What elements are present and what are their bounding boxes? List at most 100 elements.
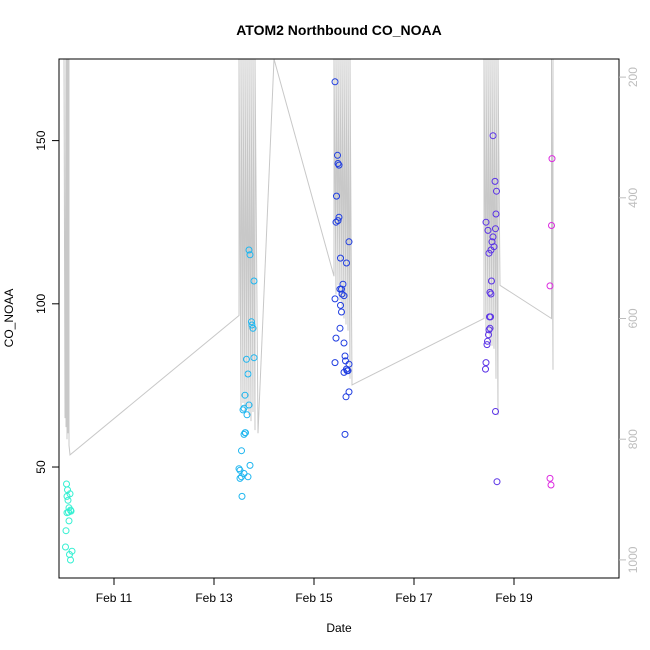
data-points-layer xyxy=(62,78,556,564)
data-point xyxy=(62,527,70,535)
data-point xyxy=(489,233,497,241)
data-point xyxy=(336,324,344,332)
data-point xyxy=(337,301,344,309)
data-point xyxy=(343,259,350,267)
y-tick-label: 100 xyxy=(34,293,48,313)
data-point xyxy=(334,217,342,225)
series-group-5 xyxy=(546,155,556,489)
y-right-tick-label: 1000 xyxy=(626,546,640,573)
data-point xyxy=(341,352,349,360)
data-point xyxy=(236,474,244,482)
x-axis: Feb 11 Feb 13 Feb 15 Feb 17 Feb 19 xyxy=(96,578,533,605)
data-point xyxy=(547,481,555,489)
data-point xyxy=(486,313,493,321)
data-point xyxy=(241,391,249,399)
data-point xyxy=(341,430,349,438)
data-point xyxy=(482,365,489,373)
x-tick-label: Feb 15 xyxy=(295,591,333,605)
data-point xyxy=(484,337,491,345)
data-point xyxy=(235,465,243,473)
data-point xyxy=(332,334,340,342)
data-point xyxy=(482,218,490,226)
data-point xyxy=(331,359,339,367)
data-point xyxy=(492,408,499,415)
x-tick-label: Feb 13 xyxy=(195,591,233,605)
data-point xyxy=(66,490,74,498)
data-point xyxy=(335,213,343,221)
data-point xyxy=(485,249,493,257)
data-point xyxy=(485,326,493,334)
data-point xyxy=(343,367,351,375)
data-point xyxy=(340,292,348,300)
data-point xyxy=(248,318,255,326)
data-point xyxy=(345,238,353,246)
data-point xyxy=(63,509,71,517)
y-tick-label: 150 xyxy=(34,130,48,150)
data-point xyxy=(345,388,353,396)
data-point xyxy=(487,290,495,298)
y-right-tick-label: 400 xyxy=(626,187,640,207)
data-point xyxy=(62,543,69,551)
y-tick-label: 50 xyxy=(34,460,48,474)
data-point xyxy=(249,324,257,332)
data-point xyxy=(335,161,343,169)
data-point xyxy=(334,160,342,167)
data-point xyxy=(485,331,492,339)
data-point xyxy=(245,401,253,409)
data-point xyxy=(250,354,258,362)
data-point xyxy=(342,357,349,365)
data-point xyxy=(63,480,70,488)
data-point xyxy=(243,355,250,363)
data-point xyxy=(493,187,500,195)
y-axis: 50 100 150 xyxy=(34,130,59,474)
data-point xyxy=(65,517,73,525)
data-point xyxy=(339,280,347,288)
data-point xyxy=(244,370,252,378)
x-tick-label: Feb 17 xyxy=(395,591,433,605)
data-point xyxy=(334,151,341,159)
data-point xyxy=(331,295,339,303)
y-right-tick-label: 600 xyxy=(626,308,640,328)
data-point xyxy=(486,324,494,332)
data-point xyxy=(546,282,554,290)
data-point xyxy=(246,251,254,259)
data-point xyxy=(548,222,555,229)
data-point xyxy=(238,447,245,455)
chart-title: ATOM2 Northbound CO_NOAA xyxy=(236,22,442,38)
data-point xyxy=(483,341,491,349)
data-point xyxy=(489,132,497,140)
data-point xyxy=(64,496,72,504)
data-point xyxy=(245,246,253,254)
data-point xyxy=(243,411,251,419)
data-point xyxy=(491,177,499,185)
data-point xyxy=(340,339,348,347)
data-point xyxy=(331,78,339,86)
data-point xyxy=(492,225,499,233)
data-point xyxy=(484,226,492,234)
data-point xyxy=(67,507,75,515)
data-point xyxy=(239,406,247,414)
y-right-tick-label: 800 xyxy=(626,429,640,449)
series-group-2 xyxy=(235,246,258,500)
altitude-trace-layer xyxy=(59,58,554,456)
x-tick-label: Feb 11 xyxy=(96,591,133,605)
data-point xyxy=(242,429,249,437)
series-group-4 xyxy=(482,132,501,486)
data-point xyxy=(548,155,556,163)
series-group-1 xyxy=(62,480,76,564)
data-point xyxy=(338,308,345,316)
x-tick-label: Feb 19 xyxy=(495,591,533,605)
data-point xyxy=(486,288,494,296)
data-point xyxy=(337,254,344,262)
data-point xyxy=(248,321,256,329)
data-point xyxy=(332,218,340,226)
data-point xyxy=(482,359,490,367)
series-group-3 xyxy=(331,78,353,438)
data-point xyxy=(244,473,252,481)
altitude-trace-line xyxy=(59,58,554,456)
data-point xyxy=(492,210,500,218)
y-right-axis: 200 400 600 800 1000 xyxy=(619,67,640,573)
data-point xyxy=(493,478,501,486)
